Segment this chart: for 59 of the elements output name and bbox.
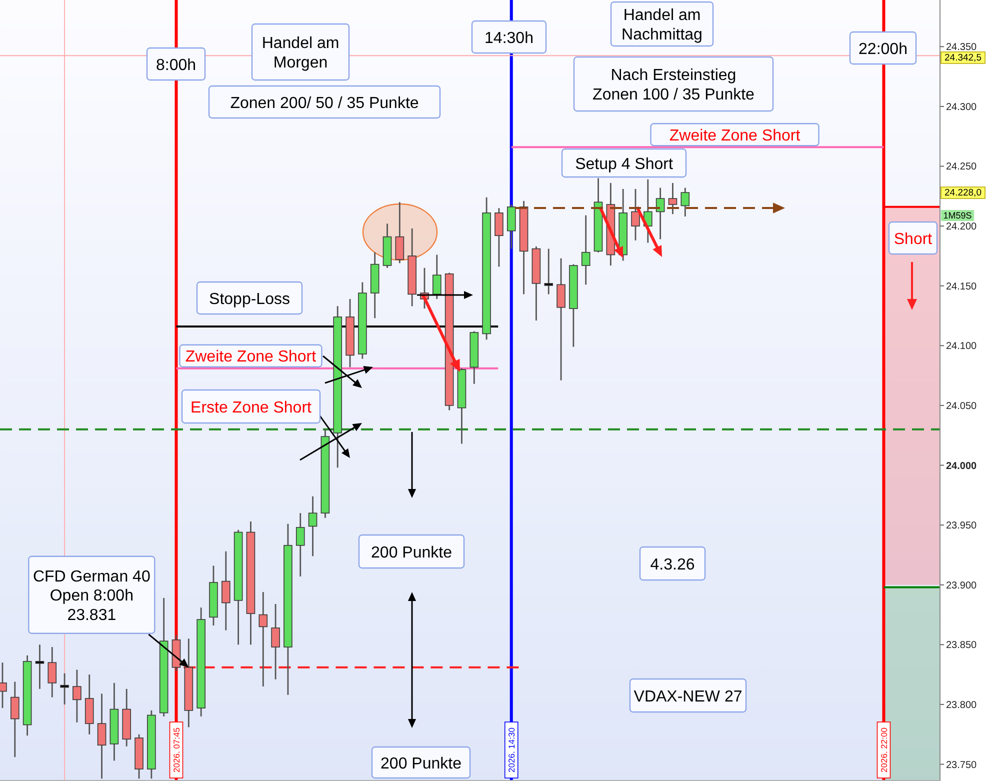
annotation: Zweite Zone Short (669, 127, 801, 144)
x-tick-label: 2026. 07:45 (171, 727, 182, 772)
candlestick (258, 591, 268, 688)
y-tick-label: 24.000 (946, 460, 978, 472)
annotation: 200 Punkte (380, 755, 462, 772)
annotation: Nach Ersteinstieg Zonen 100 / 35 Punkte (592, 67, 755, 104)
candlestick (556, 258, 566, 382)
candlestick (631, 188, 640, 242)
candlestick (271, 603, 280, 680)
annotation: Zweite Zone Short (185, 348, 317, 366)
ref-line-label: 14:30h (484, 30, 534, 47)
annotation: CFD German 40 Open 8:00h 23.831 (32, 568, 150, 624)
y-tick-label: 24.100 (946, 341, 978, 352)
candlestick (432, 254, 442, 300)
candlestick (544, 248, 554, 295)
candlestick (97, 692, 106, 780)
candlestick (656, 187, 665, 240)
y-tick-label: 24.200 (946, 222, 978, 233)
annotation: VDAX-NEW 27 (634, 688, 742, 706)
annotation: Zonen 200/ 50 / 35 Punkte (230, 94, 419, 112)
candlestick (60, 672, 69, 706)
ref-line-label: Erste Zone Short (190, 399, 312, 416)
y-tick-label: 23.950 (946, 520, 978, 532)
x-tick-label: 2026. 14:30 (506, 727, 517, 772)
candlestick (72, 669, 82, 724)
y-tick-label: 24.050 (946, 400, 978, 412)
candlestick (494, 207, 504, 268)
ref-line-label: 24.342,5 (944, 52, 982, 64)
series-label: Stopp-Loss (209, 290, 290, 308)
y-tick-label: 24.250 (946, 162, 978, 173)
candlestick (222, 550, 230, 631)
y-tick-label: 23.800 (946, 700, 978, 711)
candlestick (35, 644, 44, 690)
candlestick (10, 681, 20, 758)
annotation: Short (894, 230, 933, 248)
candlestick (48, 646, 57, 698)
ref-line-label: 8:00h (156, 56, 196, 74)
text: 1M59S (943, 210, 972, 221)
candlestick (395, 201, 404, 264)
candlestick (506, 204, 516, 250)
candlestick (581, 214, 590, 286)
annotation: Setup 4 Short (575, 156, 674, 173)
annotation: Handel am Morgen (262, 35, 340, 72)
y-tick-label: 24.350 (946, 42, 978, 54)
y-tick-label: 24.300 (946, 102, 978, 113)
y-tick-label: 23.750 (946, 760, 978, 771)
ref-line-label: 22:00h (858, 40, 908, 58)
annotation: Handel am Nachmittag (622, 7, 702, 44)
annotation: 200 Punkte (371, 544, 452, 562)
y-tick-label: 23.850 (946, 640, 978, 652)
candlestick (296, 512, 305, 578)
y-tick-label: 23.900 (946, 580, 978, 592)
x-tick-label: 2026. 22:00 (878, 727, 889, 772)
annotation: 4.3.26 (650, 556, 695, 574)
candlestick (308, 496, 318, 557)
text: 24.228,0 (944, 188, 982, 199)
candlestick (680, 187, 690, 218)
y-tick-label: 24.150 (946, 281, 978, 292)
candlestick (668, 182, 678, 215)
